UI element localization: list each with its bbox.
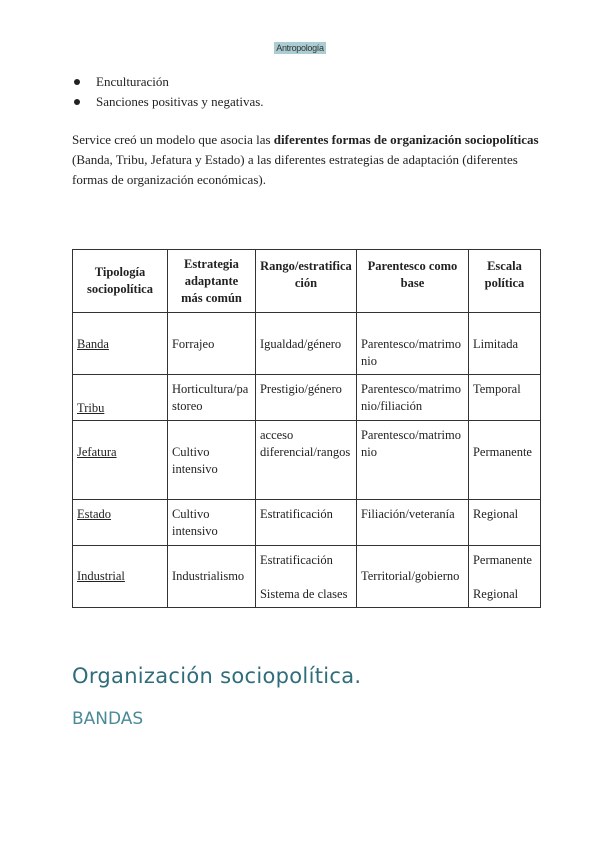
- table-row: Jefatura Cultivo intensivo acceso difere…: [72, 420, 541, 500]
- cell-line: Estratificación: [259, 553, 333, 567]
- cell: acceso diferencial/rangos: [254, 420, 357, 500]
- cell: Cultivo intensivo: [166, 499, 256, 546]
- cell: Temporal: [467, 374, 541, 421]
- list-item: Sanciones positivas y negativas.: [72, 92, 264, 112]
- table-row: Banda Forrajeo Igualdad/género Parentesc…: [72, 312, 541, 375]
- header-cell: Tipología sociopolítica: [72, 249, 168, 313]
- cell: Parentesco/matrimonio: [355, 312, 469, 375]
- cell: Forrajeo: [166, 312, 256, 375]
- cell: Igualdad/género: [254, 312, 357, 375]
- header-cell: Escala política: [467, 249, 541, 313]
- cell: Permanente Regional: [467, 545, 541, 608]
- table-row: Tribu Horticultura/pastoreo Prestigio/gé…: [72, 374, 541, 421]
- section-heading: Organización sociopolítica.: [72, 664, 362, 688]
- sociopolitical-table: Tipología sociopolítica Estrategia adapt…: [72, 249, 541, 608]
- list-item: Enculturación: [72, 72, 264, 92]
- cell: Parentesco/matrimonio: [355, 420, 469, 500]
- cell-tipologia: Banda: [72, 312, 168, 375]
- header-cell: Estrategia adaptante más común: [166, 249, 256, 313]
- cell-line: Regional: [472, 587, 519, 601]
- subsection-heading: BANDAS: [72, 709, 144, 729]
- cell: Cultivo intensivo: [166, 420, 256, 500]
- cell-line: Permanente: [472, 553, 532, 567]
- para-bold-text: diferentes formas de organización sociop…: [273, 132, 539, 147]
- cell-tipologia: Tribu: [72, 374, 168, 421]
- table-row: Estado Cultivo intensivo Estratificación…: [72, 499, 541, 546]
- cell: Estratificación Sistema de clases: [254, 545, 357, 608]
- cell: Horticultura/pastoreo: [166, 374, 256, 421]
- header-cell: Parentesco como base: [355, 249, 469, 313]
- cell-tipologia: Industrial: [72, 545, 168, 608]
- table-header-row: Tipología sociopolítica Estrategia adapt…: [72, 249, 541, 313]
- cell: Permanente: [467, 420, 541, 500]
- header-cell: Rango/estratificación: [254, 249, 357, 313]
- cell: Territorial/gobierno: [355, 545, 469, 608]
- cell: Filiación/veteranía: [355, 499, 469, 546]
- cell-tipologia: Estado: [72, 499, 168, 546]
- para-text: Service creó un modelo que asocia las: [72, 132, 274, 147]
- intro-paragraph: Service creó un modelo que asocia las di…: [72, 130, 542, 190]
- table-row: Industrial Industrialismo Estratificació…: [72, 545, 541, 608]
- para-text: (Banda, Tribu, Jefatura y Estado) a las …: [72, 152, 518, 187]
- cell: Industrialismo: [166, 545, 256, 608]
- cell-tipologia: Jefatura: [72, 420, 168, 500]
- header-title: Antropología: [274, 42, 326, 54]
- cell: Parentesco/matrimonio/filiación: [355, 374, 469, 421]
- cell: Regional: [467, 499, 541, 546]
- cell: Limitada: [467, 312, 541, 375]
- page-header: Antropología: [0, 38, 600, 56]
- cell-line: Sistema de clases: [259, 587, 348, 601]
- cell: Estratificación: [254, 499, 357, 546]
- bullet-list: Enculturación Sanciones positivas y nega…: [72, 72, 264, 112]
- cell: Prestigio/género: [254, 374, 357, 421]
